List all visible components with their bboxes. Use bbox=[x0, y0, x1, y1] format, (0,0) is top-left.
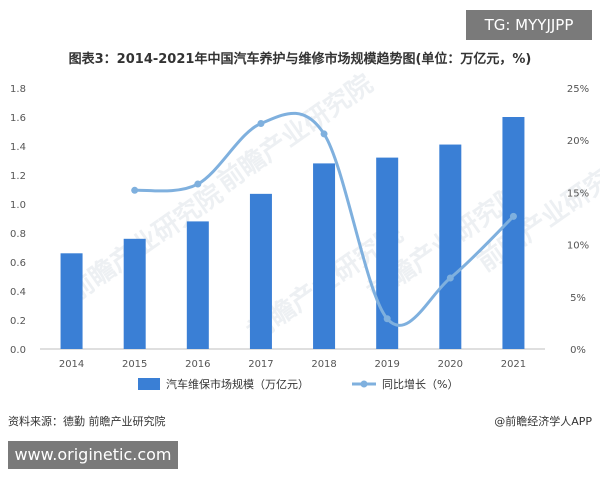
legend-swatch-bar bbox=[138, 378, 160, 390]
y-left-tick-label: 0.8 bbox=[10, 229, 26, 240]
y-right-tick-label: 5% bbox=[570, 293, 586, 304]
bar-market-size bbox=[249, 193, 272, 349]
site-badge: www.originetic.com bbox=[8, 441, 178, 469]
y-left-tick-label: 0.2 bbox=[10, 316, 26, 327]
point-growth-rate bbox=[194, 180, 202, 188]
source-note: 资料来源：德勤 前瞻产业研究院 bbox=[8, 415, 166, 428]
watermark-text: 前瞻产业研究院 bbox=[212, 68, 379, 198]
x-tick-label: 2015 bbox=[122, 359, 147, 370]
bar-market-size bbox=[376, 157, 399, 349]
y-left-tick-label: 1.4 bbox=[10, 142, 26, 153]
point-growth-rate bbox=[131, 186, 139, 194]
legend-label-line: 同比增长（%） bbox=[382, 377, 458, 391]
y-left-tick-label: 1.8 bbox=[10, 84, 26, 95]
x-tick-label: 2021 bbox=[501, 359, 526, 370]
bar-market-size bbox=[186, 221, 209, 349]
point-growth-rate bbox=[320, 130, 328, 138]
y-right-tick-label: 10% bbox=[567, 241, 589, 252]
y-left-tick-label: 0.0 bbox=[10, 345, 26, 356]
x-tick-label: 2017 bbox=[248, 359, 273, 370]
tg-badge: TG: MYYJJPP bbox=[466, 10, 592, 40]
point-growth-rate bbox=[446, 274, 454, 282]
legend-marker-line bbox=[360, 380, 368, 388]
legend-label-bar: 汽车维保市场规模（万亿元） bbox=[166, 377, 309, 391]
x-tick-label: 2016 bbox=[185, 359, 210, 370]
y-right-tick-label: 20% bbox=[567, 136, 589, 147]
y-left-tick-label: 1.2 bbox=[10, 171, 26, 182]
x-tick-label: 2019 bbox=[374, 359, 399, 370]
y-left-tick-label: 1.0 bbox=[10, 200, 26, 211]
point-growth-rate bbox=[383, 315, 391, 323]
y-right-tick-label: 15% bbox=[567, 188, 589, 199]
bar-market-size bbox=[313, 163, 336, 349]
y-left-tick-label: 0.4 bbox=[10, 287, 26, 298]
point-growth-rate bbox=[509, 212, 517, 220]
chart: 前瞻产业研究院前瞻产业研究院前瞻产业研究院前瞻产业研究院前瞻产业研究院0.00.… bbox=[10, 68, 600, 391]
y-left-tick-label: 0.6 bbox=[10, 258, 26, 269]
credit-note: @前瞻经济学人APP bbox=[494, 415, 592, 428]
x-tick-label: 2018 bbox=[311, 359, 336, 370]
x-tick-label: 2014 bbox=[59, 359, 84, 370]
y-right-tick-label: 0% bbox=[570, 345, 586, 356]
bar-market-size bbox=[502, 117, 525, 349]
point-growth-rate bbox=[257, 119, 265, 127]
bar-market-size bbox=[60, 253, 83, 349]
bar-market-size bbox=[123, 238, 146, 349]
y-right-tick-label: 25% bbox=[567, 84, 589, 95]
bar-market-size bbox=[439, 144, 462, 349]
chart-title: 图表3：2014-2021年中国汽车养护与维修市场规模趋势图(单位：万亿元，%) bbox=[68, 52, 532, 67]
x-tick-label: 2020 bbox=[438, 359, 463, 370]
y-left-tick-label: 1.6 bbox=[10, 113, 26, 124]
